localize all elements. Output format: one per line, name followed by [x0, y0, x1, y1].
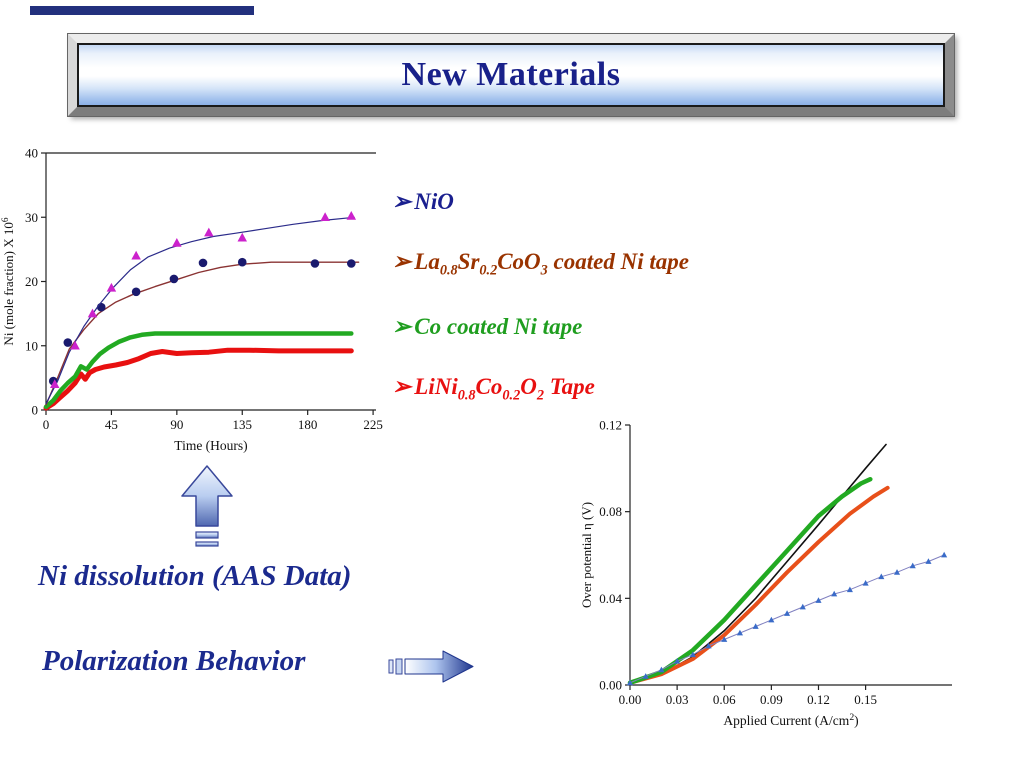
x-tick-label: 180 — [298, 417, 318, 432]
svg-text:Over potential η (V): Over potential η (V) — [579, 502, 594, 608]
slide-title: New Materials — [401, 56, 621, 93]
y-tick-label: 0 — [32, 403, 39, 418]
bullet-item: ➢ Co coated Ni tape — [392, 313, 583, 339]
y-tick-label: 30 — [25, 210, 38, 225]
series-nio — [45, 210, 357, 405]
y-tick-label: 0.04 — [599, 591, 622, 606]
svg-text:Ni (mole fraction) X 106: Ni (mole fraction) X 106 — [1, 217, 16, 345]
x-tick-label: 0.00 — [619, 692, 642, 707]
x-tick-label: 0.15 — [854, 692, 877, 707]
y-tick-label: 20 — [25, 274, 38, 289]
x-tick-label: 0 — [43, 417, 50, 432]
title-frame: New Materials — [68, 34, 954, 116]
x-tick-label: 90 — [170, 417, 183, 432]
bullet-arrow-icon: ➢ — [392, 313, 412, 339]
bullet-arrow-icon: ➢ — [392, 189, 412, 214]
bullet-item: ➢ NiO — [392, 189, 454, 214]
top-accent-bar — [30, 6, 254, 15]
ni-dissolution-label: Ni dissolution (AAS Data) — [38, 560, 352, 592]
bullet-arrow-icon: ➢ — [392, 373, 412, 399]
series-co-coated-ni-tape — [43, 331, 354, 410]
svg-text:Applied Current (A/cm2): Applied Current (A/cm2) — [723, 712, 858, 728]
y-tick-label: 40 — [25, 146, 38, 161]
x-tick-label: 135 — [233, 417, 253, 432]
series-series-orange — [628, 485, 890, 685]
ni-dissolution-chart: 0 45 90 135 180 225 0 10 20 30 40 Time (Hours) Ni (m… — [1, 146, 383, 454]
y-tick-label: 0.12 — [599, 418, 622, 433]
axes — [41, 152, 376, 415]
x-tick-label: 0.06 — [713, 692, 736, 707]
svg-text:Time (Hours): Time (Hours) — [174, 438, 247, 453]
y-tick-label: 0.08 — [599, 504, 622, 519]
up-arrow-icon — [181, 465, 233, 547]
polarization-chart: 0.00 0.03 0.06 0.09 0.12 0.15 0.00 0.04 0.08 0.12… — [579, 418, 952, 728]
axes — [625, 424, 952, 690]
title-banner: New Materials — [77, 43, 945, 107]
series-series-blue-triangles — [626, 551, 948, 686]
bullet-item: ➢ LiNi0.8Co0.2O2 Tape — [392, 373, 595, 404]
series-series-black — [629, 443, 887, 684]
series-series-green — [627, 476, 873, 686]
x-tick-label: 45 — [105, 417, 118, 432]
y-tick-label: 10 — [25, 338, 38, 353]
bullet-arrow-icon: ➢ — [392, 249, 412, 275]
bullet-list: ➢ NiO ➢ La0.8Sr0.2CoO3 coated Ni tape ➢ Co co… — [392, 189, 862, 439]
x-tick-label: 0.12 — [807, 692, 830, 707]
bullet-item: ➢ La0.8Sr0.2CoO3 coated Ni tape — [392, 249, 689, 279]
series-lini0-8co0-2o2-tape — [43, 347, 354, 411]
polarization-label: Polarization Behavior — [42, 645, 306, 677]
y-tick-label: 0.00 — [599, 678, 622, 693]
x-tick-label: 0.03 — [666, 692, 689, 707]
right-arrow-icon — [388, 650, 474, 683]
x-tick-label: 0.09 — [760, 692, 783, 707]
x-tick-label: 225 — [363, 417, 383, 432]
